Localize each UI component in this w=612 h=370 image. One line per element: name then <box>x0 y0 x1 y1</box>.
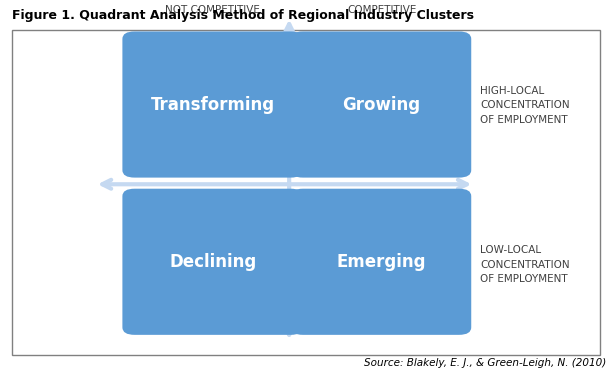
Text: Declining: Declining <box>169 253 256 271</box>
Text: Figure 1. Quadrant Analysis Method of Regional Industry Clusters: Figure 1. Quadrant Analysis Method of Re… <box>12 9 474 22</box>
Text: HIGH-LOCAL
CONCENTRATION
OF EMPLOYMENT: HIGH-LOCAL CONCENTRATION OF EMPLOYMENT <box>480 85 570 125</box>
Text: NOT COMPETITIVE: NOT COMPETITIVE <box>165 5 260 15</box>
Text: LOW-LOCAL
CONCENTRATION
OF EMPLOYMENT: LOW-LOCAL CONCENTRATION OF EMPLOYMENT <box>480 245 570 285</box>
FancyBboxPatch shape <box>122 189 303 335</box>
FancyBboxPatch shape <box>122 31 303 178</box>
Text: COMPETITIVE: COMPETITIVE <box>347 5 417 15</box>
FancyBboxPatch shape <box>12 30 600 355</box>
Text: Emerging: Emerging <box>336 253 426 271</box>
FancyBboxPatch shape <box>291 189 471 335</box>
Text: Source: Blakely, E. J., & Green-Leigh, N. (2010): Source: Blakely, E. J., & Green-Leigh, N… <box>364 358 606 368</box>
Text: Transforming: Transforming <box>151 95 275 114</box>
FancyBboxPatch shape <box>291 31 471 178</box>
Text: Growing: Growing <box>342 95 420 114</box>
